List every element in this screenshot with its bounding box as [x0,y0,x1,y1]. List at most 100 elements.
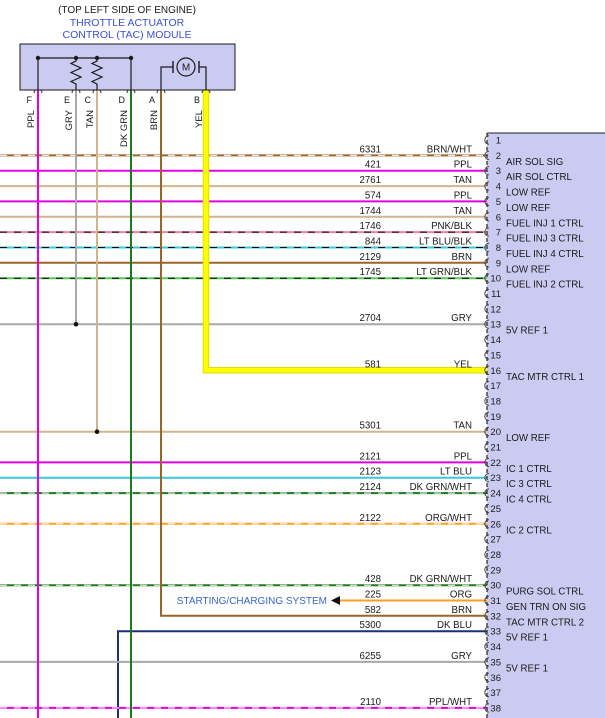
connector-pin-number: 14 [490,335,501,346]
circuit-number: 1744 [359,206,381,217]
circuit-number: 6331 [359,144,381,155]
connector-pin-number: 26 [490,519,501,530]
circuit-number: 2704 [359,313,381,324]
wire-color-code: GRY [451,651,472,662]
connector-terminal-icon [484,457,490,468]
connector-terminal-icon [484,135,490,145]
connector-pin-number: 17 [490,381,501,392]
connector-pin-number: 33 [490,627,501,638]
circuit-number: 2761 [359,175,381,186]
connector-pin-number: 29 [490,565,501,576]
connector-signal-label: 5V REF 1 [506,633,548,644]
connector-terminal-icon [484,166,490,176]
resistor-icon [69,58,83,90]
connector-terminal-icon [484,258,490,268]
connector-terminal-icon [484,273,490,283]
connector-terminal-icon [484,196,490,207]
connector-signal-label: IC 4 CTRL [506,495,552,506]
connector-terminal-icon [484,657,490,667]
connector-pin-number: 36 [490,673,501,684]
connector-terminal-icon [484,641,490,652]
module-pin-letter: E [64,95,70,105]
motor-lead-b [199,66,207,90]
connector-terminal-icon [484,150,490,161]
connector-signal-label: IC 1 CTRL [506,464,552,475]
connector-terminal-icon [484,319,490,329]
connector-terminal-icon [484,304,490,314]
connector-pin-number: 9 [496,258,501,269]
wire-color-code: PPL [454,160,473,171]
connector-terminal-icon [484,488,490,498]
circuit-number: 582 [365,605,381,616]
connector-terminal-icon [484,396,490,406]
wire-color-code: ORG [450,590,472,601]
connector-signal-label: PURG SOL CTRL [506,587,584,598]
module-wire-color-code: DK GRN [119,110,130,147]
connector-terminal-icon [484,212,490,222]
connector-terminal-icon [484,427,490,437]
wire-581 [203,90,487,373]
module-title-line1: THROTTLE ACTUATOR [70,17,185,29]
connector-terminal-icon [484,350,490,360]
connector-pin-number: 8 [496,243,501,254]
resistor-icon [90,58,104,90]
connector-signal-label: AIR SOL SIG [506,157,563,168]
junction-dot [73,321,79,327]
wire-color-code: TAN [453,206,472,217]
pcm-connector-body [487,133,605,718]
junction-dot [35,55,41,61]
module-title-line2: CONTROL (TAC) MODULE [63,29,192,41]
connector-pin-number: 20 [490,427,501,438]
motor-lead-a [160,66,173,90]
wire-layer [0,90,487,718]
pcm-connector-block [487,132,605,718]
connector-terminal-icon [484,411,490,421]
off-page-reference-label: STARTING/CHARGING SYSTEM [177,596,327,607]
tac-module: M [19,43,236,91]
motor-icon [176,57,196,77]
connector-pin-number: 3 [496,166,501,177]
connector-pin-number: 6 [496,212,501,223]
circuit-number: 844 [365,237,382,248]
connector-pin-number: 32 [490,611,501,622]
circuit-number: 5301 [359,421,381,432]
connector-terminal-icon [484,181,490,191]
connector-pin-number: 24 [490,489,501,500]
module-pin-letter: C [85,95,92,105]
module-pin-letter: A [149,95,155,105]
connector-terminal-icon [484,580,490,590]
connector-pin-number: 31 [490,596,501,607]
connector-terminal-icon [484,242,490,253]
connector-pin-number: 21 [490,443,501,454]
connector-terminal-icon [484,534,490,544]
wire-color-code: BRN [452,252,472,263]
junction-dot [73,55,79,61]
connector-pin-number: 34 [490,642,501,653]
module-pin-letter: B [194,95,200,105]
connector-pin-number: 15 [490,350,501,361]
module-wire-color-code: BRN [149,110,160,130]
circuit-number: 2129 [359,252,381,263]
connector-pin-number: 10 [490,274,501,285]
engine-location-note: (TOP LEFT SIDE OF ENGINE) [58,5,196,16]
connector-signal-label: 5V REF 1 [506,326,548,337]
circuit-number: 421 [365,160,381,171]
connector-pin-number: 38 [490,703,501,714]
connector-terminal-icon [484,227,490,237]
connector-pin-number: 28 [490,550,501,561]
connector-signal-label: FUEL INJ 4 CTRL [506,249,584,260]
circuit-number: 574 [365,190,382,201]
connector-signal-label: IC 2 CTRL [506,525,552,536]
wire-color-code: ORG/WHT [425,513,472,524]
tac-module-pin-layer: F PPL E GRY C TAN D DK GRN A BRN B YEL [26,88,211,718]
wire-color-code: YEL [454,359,473,370]
connector-pin-number: 37 [490,688,501,699]
circuit-number: 6255 [359,651,381,662]
circuit-number: 2123 [359,467,381,478]
wire-color-code: DK BLU [437,620,472,631]
connector-signal-label: IC 3 CTRL [506,479,552,490]
connector-signal-label: LOW REF [506,433,550,444]
wire-color-code: TAN [453,175,472,186]
connector-pin-number: 1 [496,136,501,147]
wire-color-code: TAN [453,421,472,432]
